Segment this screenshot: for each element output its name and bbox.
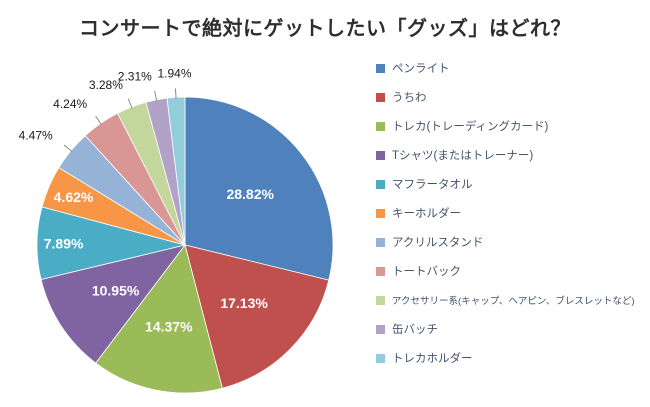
legend-label: トレカホルダー [392,353,473,365]
legend-swatch [376,353,385,363]
legend-item: Tシャツ(またはトレーナー) [376,147,650,163]
legend-item: アクリルスタンド [376,234,650,250]
legend-item: トレカホルダー [376,350,650,366]
label-leader-line [154,91,158,102]
slice-value-label: 3.28% [89,78,123,92]
legend-label: キーホルダー [392,208,461,220]
pie-plot-area: 28.82% 17.13% 14.37% 10.95% 7.89% 4.62% 4.47% 4… [19,67,334,394]
pie-slice-1 [184,244,330,389]
legend-label: マフラータオル [392,179,473,191]
legend-swatch [376,121,385,131]
legend-item: マフラータオル [376,176,650,192]
legend-item: アクセサリー系(キャップ、ヘアピン、ブレスレットなど) [376,292,650,308]
slice-value-label: 14.37% [145,318,193,334]
pie-slice-3 [40,244,186,364]
label-leader-line [95,115,102,125]
legend-label: トレカ(トレーディングカード) [392,121,549,133]
legend-swatch [376,63,385,73]
legend-label: トートバック [392,266,461,278]
slice-value-label: 4.62% [54,189,94,205]
legend-swatch [376,266,385,276]
legend-label: うちわ [392,92,427,104]
label-leader-line [63,144,73,152]
chart-title: コンサートで絶対にゲットしたい「グッズ」はどれ？ [79,18,571,40]
slice-value-label: 1.94% [157,67,191,81]
legend-swatch [376,92,385,102]
label-leader-line [174,88,177,99]
legend-item: トレカ(トレーディングカード) [376,118,650,134]
legend-item: キーホルダー [376,205,650,221]
slice-value-label: 4.24% [53,97,87,111]
legend-swatch [376,324,385,334]
legend-label: 缶バッチ [392,324,438,336]
slice-value-label: 10.95% [92,282,140,298]
label-leader-line [127,98,133,109]
slice-value-label: 2.31% [118,70,152,84]
legend-label: アクセサリー系(キャップ、ヘアピン、ブレスレットなど) [392,296,635,307]
legend-label: ペンライト [392,63,450,75]
slice-value-label: 4.47% [19,129,53,143]
legend-swatch [376,208,385,218]
legend-label: アクリルスタンド [392,237,484,249]
legend-item: ペンライト [376,60,650,76]
legend-label: Tシャツ(またはトレーナー) [392,150,534,162]
legend-item: うちわ [376,89,650,105]
slice-value-label: 17.13% [220,295,268,311]
legend-item: トートバック [376,263,650,279]
pie-slice-0 [184,96,334,281]
legend-swatch [376,237,385,247]
legend-swatch [376,295,385,305]
legend-item: 缶バッチ [376,321,650,337]
legend-swatch [376,150,385,160]
slice-value-label: 28.82% [226,186,274,202]
slice-value-label: 7.89% [44,236,84,252]
pie-slice-2 [95,244,223,394]
legend-swatch [376,179,385,189]
chart-legend: ペンライトうちわトレカ(トレーディングカード) Tシャツ(またはトレーナー) マフラ… [376,60,650,366]
